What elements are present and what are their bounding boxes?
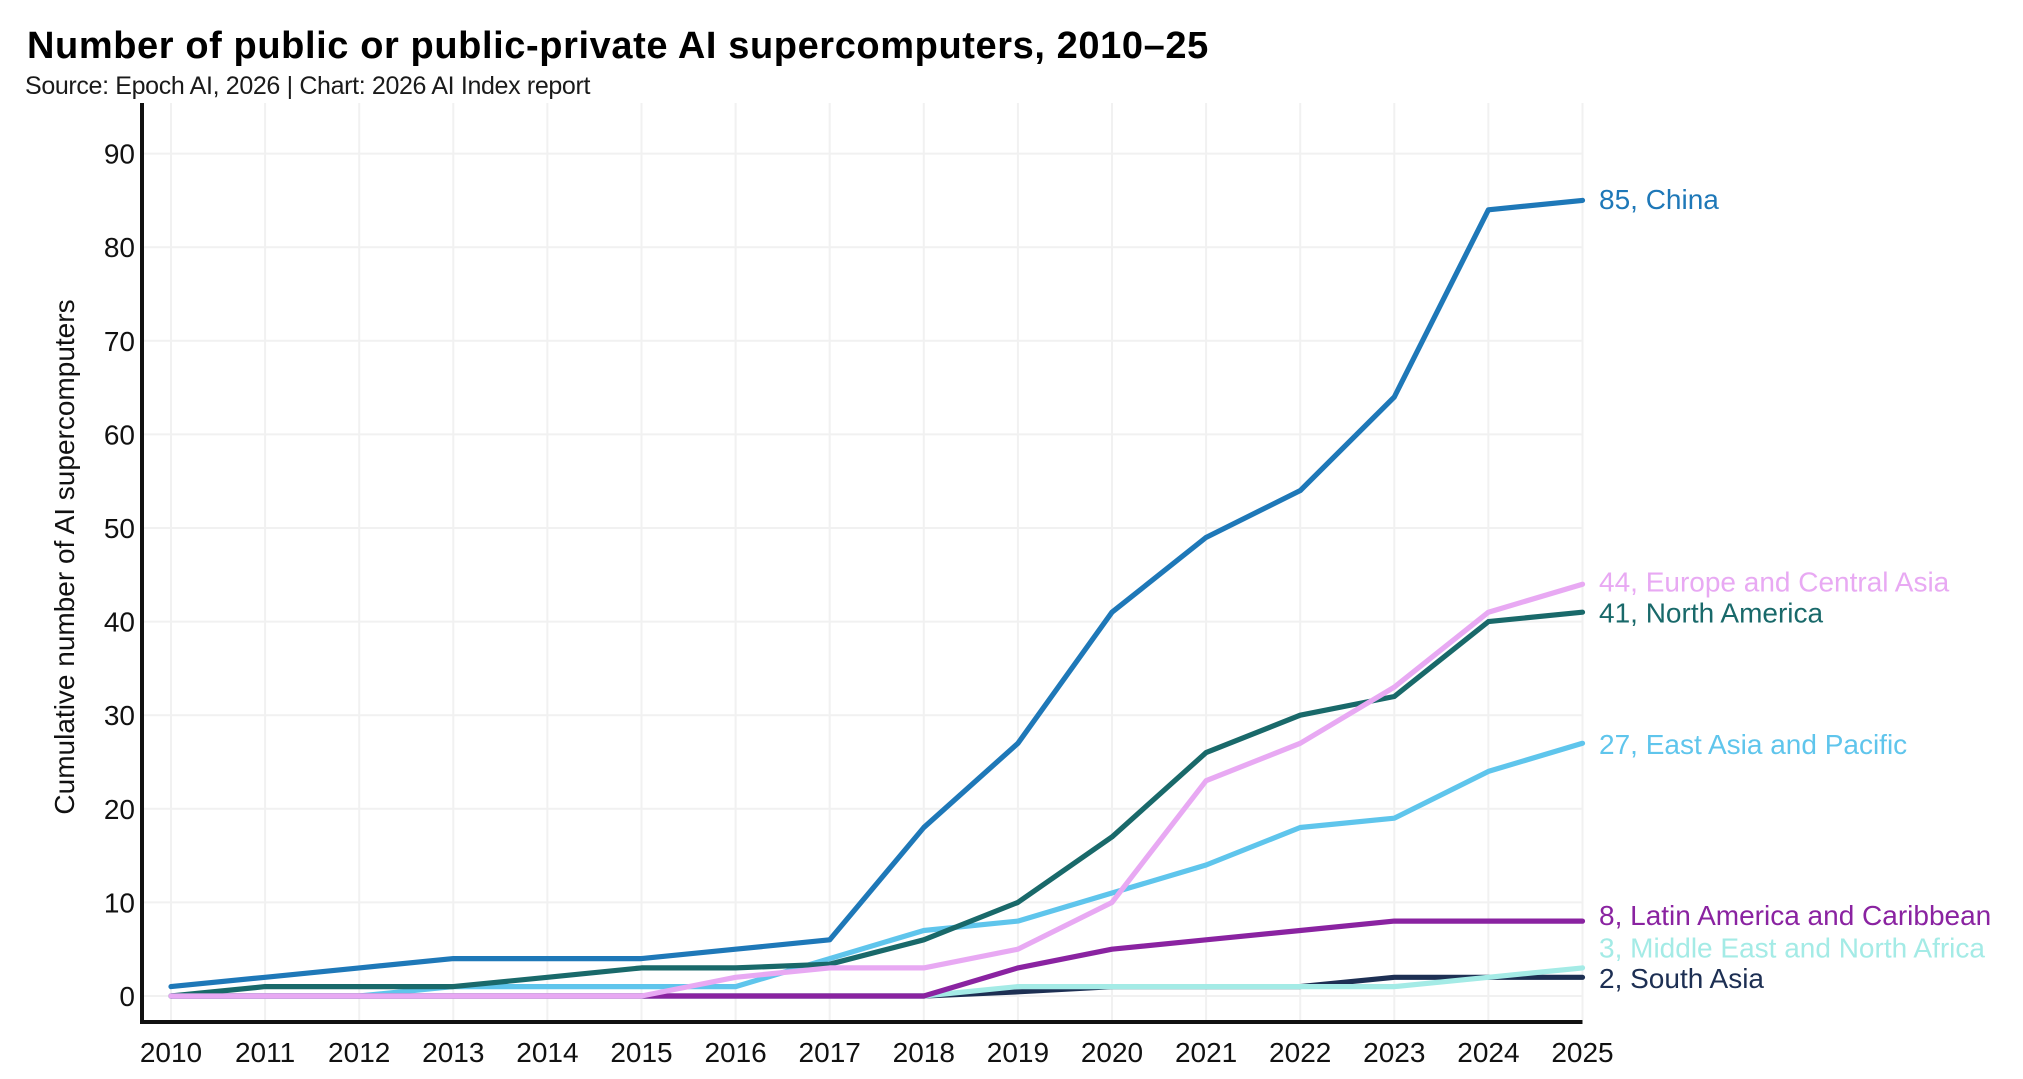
svg-text:50: 50 (104, 513, 135, 544)
svg-text:Source: Epoch AI, 2026 | Chart: Source: Epoch AI, 2026 | Chart: 2026 AI … (25, 72, 590, 100)
svg-text:10: 10 (104, 887, 135, 918)
svg-text:Number of public or public-pri: Number of public or public-private AI su… (27, 25, 1209, 67)
svg-text:30: 30 (104, 700, 135, 731)
svg-text:85, China: 85, China (1599, 184, 1719, 215)
svg-text:2024: 2024 (1457, 1037, 1519, 1068)
svg-text:80: 80 (104, 232, 135, 263)
svg-text:2016: 2016 (704, 1037, 766, 1068)
svg-text:2011: 2011 (235, 1037, 295, 1068)
svg-text:2018: 2018 (893, 1037, 955, 1068)
svg-text:0: 0 (119, 981, 135, 1012)
svg-text:41, North America: 41, North America (1599, 598, 1824, 629)
svg-text:2019: 2019 (987, 1037, 1049, 1068)
svg-text:70: 70 (104, 326, 135, 357)
svg-text:Cumulative number of AI superc: Cumulative number of AI supercomputers (49, 299, 80, 814)
svg-text:2013: 2013 (422, 1037, 484, 1068)
svg-text:2021: 2021 (1175, 1037, 1237, 1068)
svg-text:2025: 2025 (1551, 1037, 1613, 1068)
svg-text:40: 40 (104, 607, 135, 638)
svg-text:3, Middle East and North Afric: 3, Middle East and North Africa (1599, 933, 1985, 964)
svg-text:90: 90 (104, 139, 135, 170)
svg-text:2020: 2020 (1081, 1037, 1143, 1068)
svg-text:60: 60 (104, 419, 135, 450)
svg-text:2023: 2023 (1363, 1037, 1425, 1068)
svg-text:2014: 2014 (516, 1037, 578, 1068)
svg-text:2010: 2010 (140, 1037, 202, 1068)
svg-text:27, East Asia and Pacific: 27, East Asia and Pacific (1599, 729, 1907, 760)
svg-text:2015: 2015 (610, 1037, 672, 1068)
svg-text:2022: 2022 (1269, 1037, 1331, 1068)
svg-text:2, South Asia: 2, South Asia (1599, 963, 1764, 994)
svg-text:20: 20 (104, 794, 135, 825)
svg-text:2017: 2017 (799, 1037, 861, 1068)
svg-text:44, Europe and Central Asia: 44, Europe and Central Asia (1599, 567, 1950, 598)
svg-text:2012: 2012 (328, 1037, 390, 1068)
svg-text:8, Latin America and Caribbean: 8, Latin America and Caribbean (1599, 900, 1991, 931)
